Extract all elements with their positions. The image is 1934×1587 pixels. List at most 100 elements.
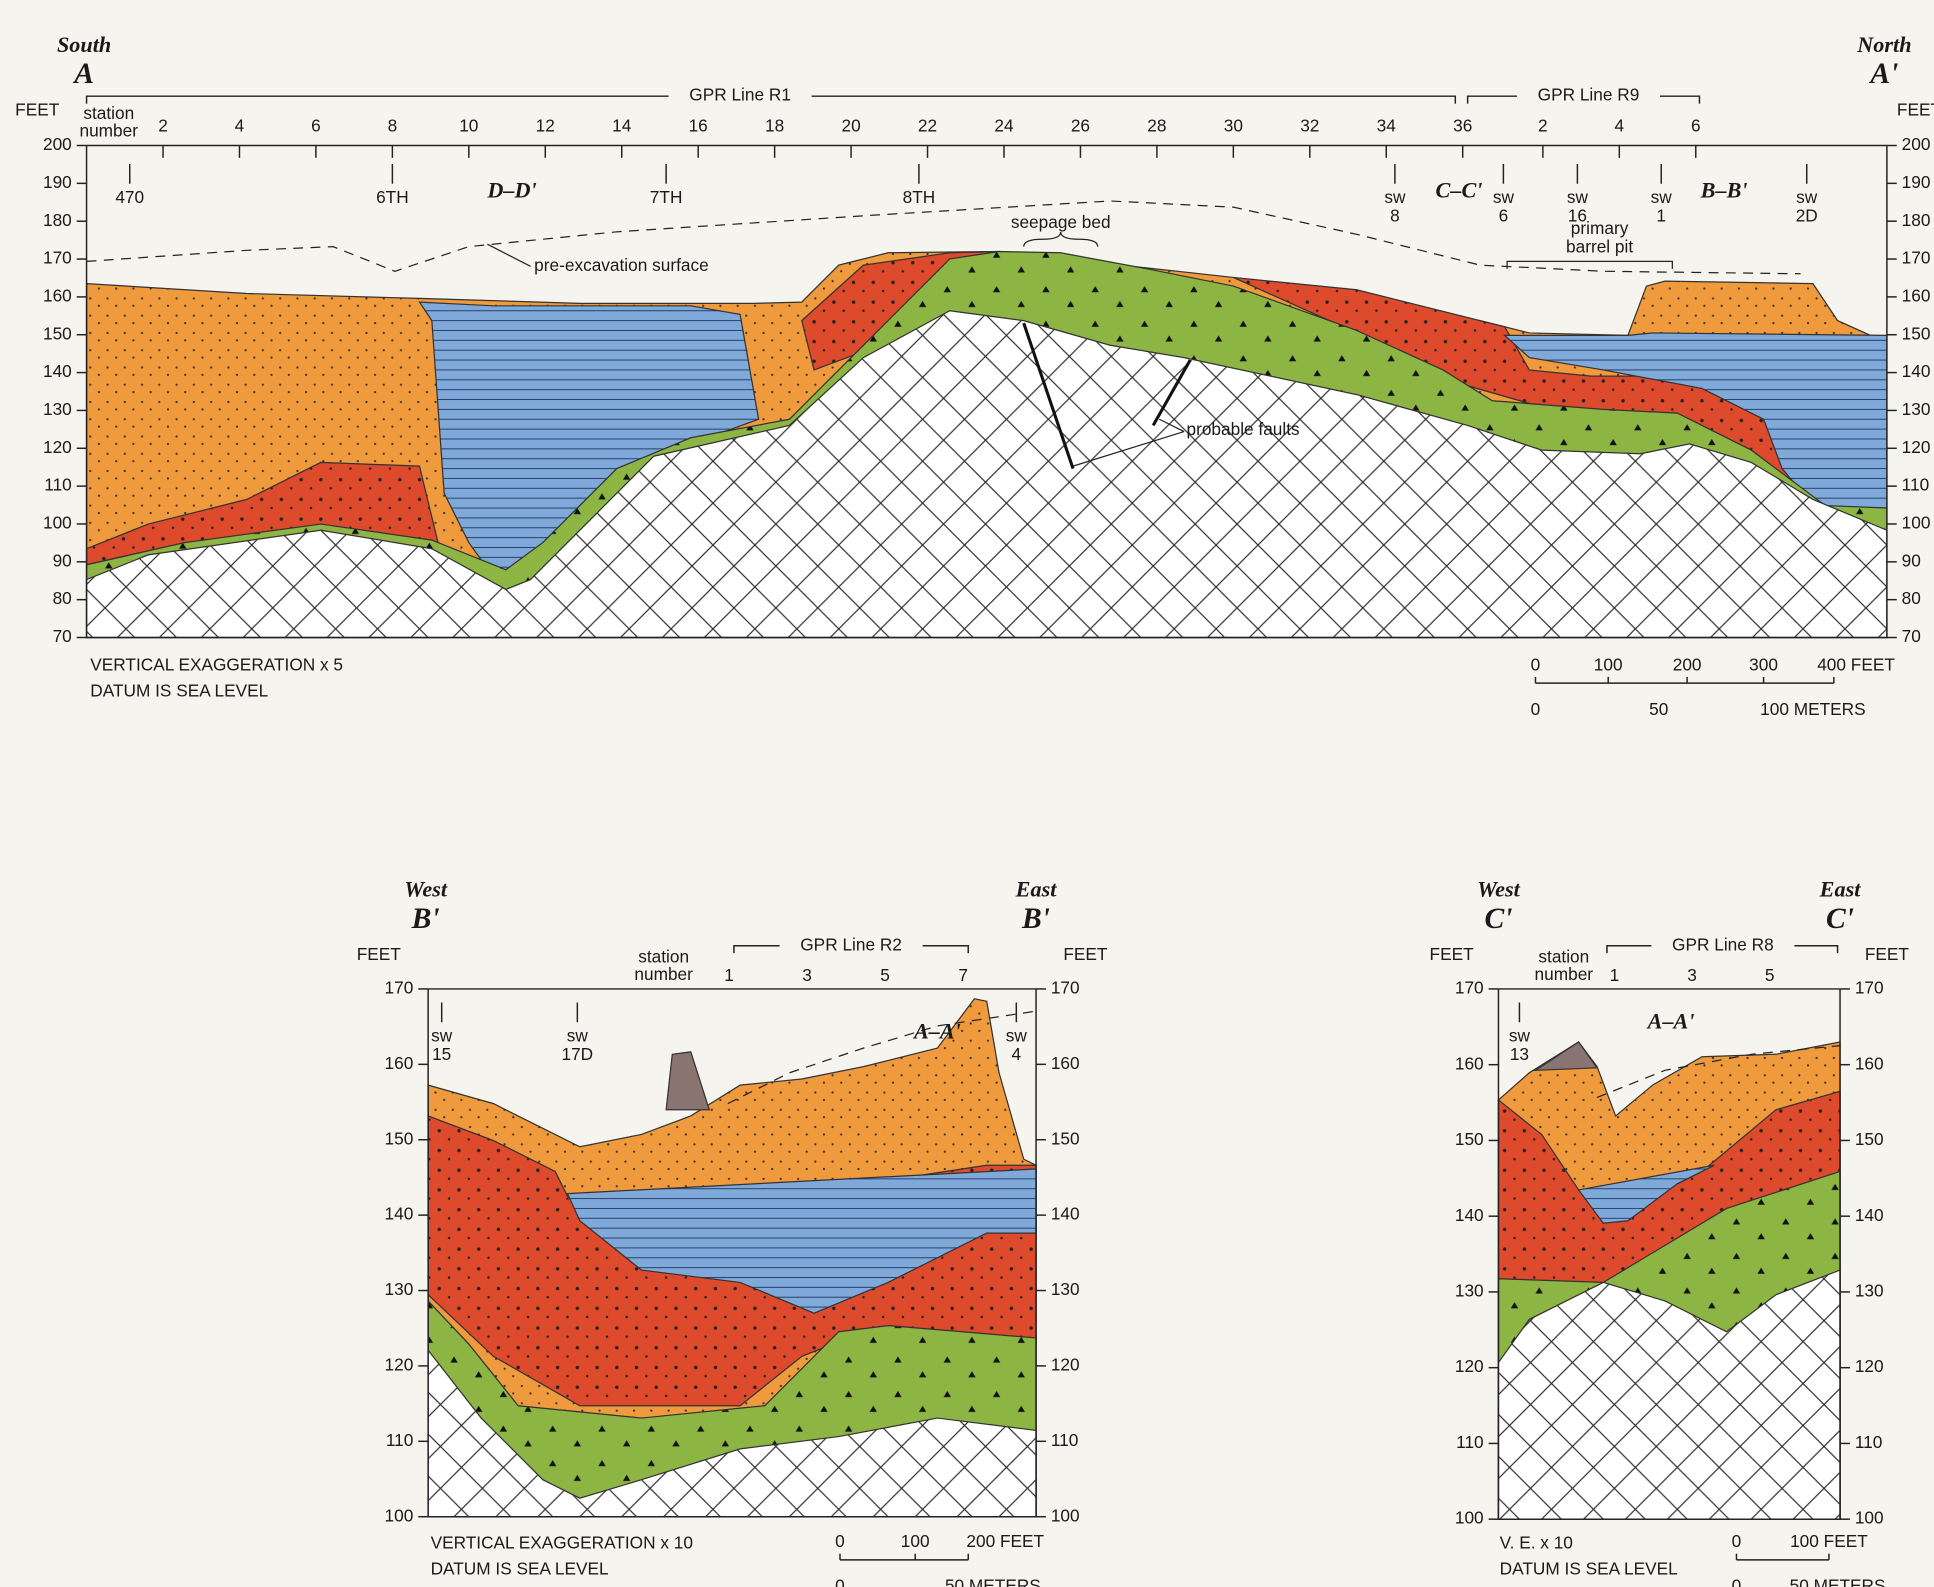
section-label: B' (1021, 903, 1050, 935)
scale-meters: 0 (1732, 1576, 1742, 1587)
tick-label: 190 (1902, 172, 1931, 192)
station-number: 18 (765, 116, 784, 136)
tick-label: 100 (1455, 1508, 1484, 1528)
tick-label: 100 (1051, 1505, 1080, 1525)
axis-unit: FEET (1430, 944, 1475, 964)
tick-label: 150 (43, 323, 72, 343)
scale-meters: 0 (835, 1576, 845, 1587)
tick-label: 130 (1902, 399, 1931, 419)
station-number: 5 (880, 965, 890, 985)
well-label: sw (431, 1026, 453, 1046)
scale-meters: 50 METERS (1790, 1576, 1886, 1587)
scale-feet: 0 (1531, 654, 1541, 674)
station-number: 22 (918, 116, 937, 136)
tick-label: 200 (43, 134, 72, 154)
section-label: C' (1826, 903, 1854, 935)
well-label: sw (1651, 187, 1673, 207)
section-reference: C–C' (1436, 177, 1483, 202)
direction-label: West (404, 877, 448, 902)
gpr-line-name: GPR Line R8 (1672, 934, 1774, 954)
well-label: 6TH (376, 187, 409, 207)
station-number: 6 (1691, 116, 1701, 136)
direction-label: East (1015, 877, 1058, 902)
tick-label: 160 (1855, 1053, 1884, 1073)
well-label: sw (1493, 187, 1515, 207)
tick-label: 120 (1051, 1354, 1080, 1374)
scale-feet: 400 FEET (1817, 654, 1895, 674)
tick-label: 160 (385, 1053, 414, 1073)
tick-label: 130 (1855, 1280, 1884, 1300)
tick-label: 150 (1902, 323, 1931, 343)
section-label: B' (411, 903, 440, 935)
gpr-line-name: GPR Line R9 (1538, 85, 1640, 105)
tick-label: 140 (385, 1204, 414, 1224)
annotation: primary (1571, 218, 1629, 238)
section-reference: D–D' (486, 177, 536, 202)
note: VERTICAL EXAGGERATION x 5 (90, 654, 343, 674)
station-number: 32 (1300, 116, 1319, 136)
note: DATUM IS SEA LEVEL (431, 1558, 609, 1578)
scale-feet: 0 (1732, 1531, 1742, 1551)
station-number: 1 (724, 965, 734, 985)
well-label: 8TH (903, 187, 936, 207)
station-label: number (634, 964, 693, 984)
axis-unit: FEET (1897, 100, 1934, 120)
tick-label: 90 (1902, 550, 1921, 570)
well-label: sw (1567, 187, 1589, 207)
scale-feet: 200 FEET (966, 1531, 1044, 1551)
well-label: sw (1509, 1026, 1531, 1046)
tick-label: 170 (1902, 248, 1931, 268)
scale-meters: 50 (1649, 699, 1668, 719)
annotation: seepage bed (1011, 212, 1111, 232)
station-number: 30 (1224, 116, 1243, 136)
station-number: 36 (1453, 116, 1472, 136)
well-label: 17D (562, 1044, 594, 1064)
section-reference: B–B' (1700, 177, 1748, 202)
well-label: 8 (1390, 206, 1400, 226)
direction-label: West (1477, 877, 1521, 902)
tick-label: 100 (385, 1505, 414, 1525)
note: V. E. x 10 (1500, 1532, 1573, 1552)
tick-label: 70 (53, 626, 72, 646)
station-number: 2 (1538, 116, 1548, 136)
station-number: 24 (994, 116, 1014, 136)
tick-label: 130 (43, 399, 72, 419)
station-number: 28 (1147, 116, 1166, 136)
tick-label: 90 (53, 550, 72, 570)
direction-label: North (1856, 32, 1911, 57)
gpr-line-name: GPR Line R1 (689, 85, 791, 105)
station-number: 6 (311, 116, 321, 136)
well-label: sw (1006, 1026, 1028, 1046)
well-label: sw (1796, 187, 1818, 207)
station-number: 2 (158, 116, 168, 136)
tick-label: 130 (1051, 1279, 1080, 1299)
tick-label: 80 (53, 588, 72, 608)
annotation: pre-excavation surface (534, 255, 709, 275)
station-number: 8 (388, 116, 398, 136)
tick-label: 100 (1855, 1508, 1884, 1528)
figure: SouthANorthA'FEETFEET2002001901901801801… (0, 0, 1934, 1587)
station-number: 20 (841, 116, 860, 136)
tick-label: 120 (1902, 437, 1931, 457)
tick-label: 140 (1855, 1205, 1884, 1225)
tick-label: 100 (43, 513, 72, 533)
tick-label: 150 (1855, 1129, 1884, 1149)
direction-label: South (57, 32, 111, 57)
section-reference: A–A' (912, 1018, 961, 1043)
tick-label: 110 (1456, 1432, 1484, 1452)
tick-label: 190 (43, 172, 72, 192)
well-label: 15 (432, 1044, 451, 1064)
tick-label: 170 (385, 978, 414, 998)
tick-label: 160 (43, 285, 72, 305)
tick-label: 180 (43, 210, 72, 230)
tick-label: 110 (1051, 1430, 1079, 1450)
station-number: 1 (1610, 965, 1620, 985)
tick-label: 130 (1455, 1280, 1484, 1300)
station-number: 14 (612, 116, 632, 136)
well-label: 4 (1012, 1044, 1022, 1064)
scale-meters: 0 (1531, 699, 1541, 719)
well-label: 470 (115, 187, 144, 207)
station-number: 12 (536, 116, 555, 136)
tick-label: 170 (43, 248, 72, 268)
gpr-line-name: GPR Line R2 (800, 934, 902, 954)
